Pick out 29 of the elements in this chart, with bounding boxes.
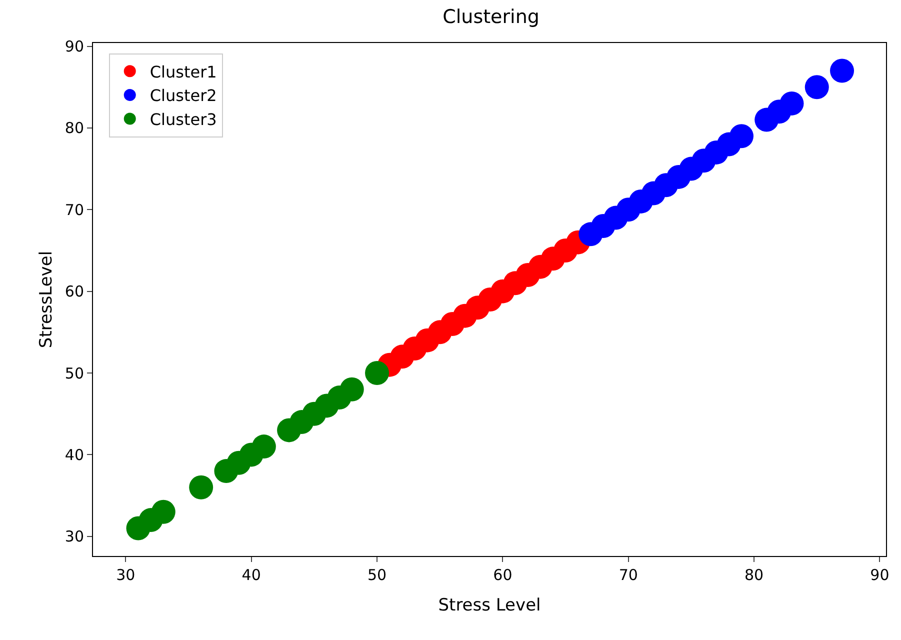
point bbox=[780, 91, 804, 116]
y-axis-title: StressLevel bbox=[36, 250, 56, 348]
y-tick-label: 90 bbox=[64, 38, 84, 56]
y-tick-label: 40 bbox=[64, 446, 84, 464]
x-tick-label: 90 bbox=[870, 566, 890, 584]
chart-title: Clustering bbox=[442, 6, 540, 28]
x-axis-title: Stress Level bbox=[438, 595, 541, 616]
legend-label: Cluster2 bbox=[150, 86, 217, 106]
point bbox=[365, 361, 390, 386]
point bbox=[189, 475, 214, 500]
x-tick-label: 50 bbox=[367, 566, 387, 584]
x-tick-label: 30 bbox=[116, 566, 136, 584]
point bbox=[830, 58, 854, 83]
y-tick-label: 30 bbox=[64, 528, 84, 546]
y-tick-label: 60 bbox=[64, 282, 84, 301]
x-tick-label: 70 bbox=[618, 566, 638, 584]
point bbox=[804, 75, 829, 100]
point bbox=[729, 124, 754, 148]
y-tick-label: 70 bbox=[64, 200, 84, 219]
legend-label: Cluster1 bbox=[150, 62, 217, 82]
x-tick-label: 40 bbox=[242, 566, 261, 584]
point bbox=[151, 500, 176, 524]
point bbox=[340, 377, 364, 402]
x-tick-label: 80 bbox=[744, 566, 764, 584]
point bbox=[252, 434, 276, 459]
x-tick-label: 60 bbox=[493, 566, 512, 584]
y-tick-label: 80 bbox=[64, 119, 84, 138]
legend-label: Cluster3 bbox=[150, 110, 217, 129]
y-tick-label: 50 bbox=[64, 364, 84, 382]
